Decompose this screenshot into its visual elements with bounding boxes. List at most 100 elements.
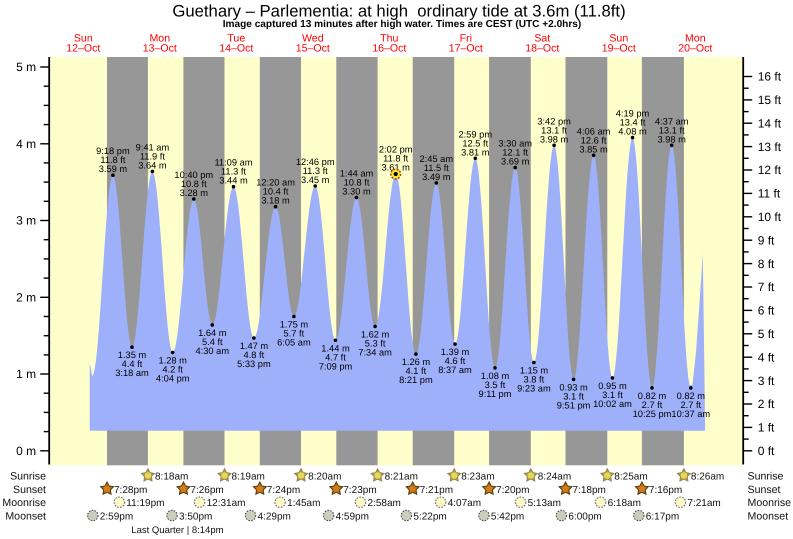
svg-text:6:17pm: 6:17pm [646,512,679,523]
svg-text:3:18 am: 3:18 am [115,368,149,378]
svg-text:6:05 am: 6:05 am [277,338,311,348]
svg-text:Wed: Wed [302,33,324,45]
svg-text:15–Oct: 15–Oct [296,43,330,55]
svg-text:6 ft: 6 ft [758,304,775,318]
svg-text:1.28 m: 1.28 m [158,356,187,366]
svg-text:4:07am: 4:07am [448,498,481,509]
svg-text:5:13am: 5:13am [528,498,561,509]
svg-text:14 ft: 14 ft [758,116,782,130]
svg-text:2:45 am: 2:45 am [420,154,454,164]
svg-text:5:42pm: 5:42pm [491,512,524,523]
svg-text:7:16pm: 7:16pm [649,485,682,496]
svg-text:Mon: Mon [685,33,706,45]
svg-text:12.5 ft: 12.5 ft [462,138,488,148]
svg-text:5.7 ft: 5.7 ft [284,329,305,339]
svg-text:3:42 pm: 3:42 pm [537,116,571,126]
svg-text:10:40 pm: 10:40 pm [174,170,213,180]
svg-text:1:45am: 1:45am [287,498,320,509]
svg-text:13.1 ft: 13.1 ft [659,125,685,135]
svg-text:1.08 m: 1.08 m [481,371,510,381]
svg-text:11.8 ft: 11.8 ft [383,154,409,164]
svg-text:5:22pm: 5:22pm [413,512,446,523]
svg-text:1:44 am: 1:44 am [340,169,374,179]
svg-text:3.1 ft: 3.1 ft [563,391,584,401]
svg-text:3.59 m: 3.59 m [99,164,128,174]
svg-text:9 ft: 9 ft [758,233,775,247]
svg-text:2:58am: 2:58am [368,498,401,509]
svg-text:2 ft: 2 ft [758,397,775,411]
svg-text:2:59 pm: 2:59 pm [459,129,493,139]
svg-text:1.47 m: 1.47 m [240,341,269,351]
svg-text:15 ft: 15 ft [758,93,782,107]
svg-text:10:25 pm: 10:25 pm [633,409,672,419]
svg-text:1.75 m: 1.75 m [280,320,309,330]
svg-text:2.7 ft: 2.7 ft [680,400,701,410]
svg-text:Tue: Tue [227,33,245,45]
svg-text:8 ft: 8 ft [758,257,775,271]
svg-text:Last Quarter | 8:14pm: Last Quarter | 8:14pm [131,525,223,536]
svg-text:3.18 m: 3.18 m [261,196,290,206]
svg-text:Sun: Sun [74,33,93,45]
svg-text:4 ft: 4 ft [758,350,775,364]
svg-text:4.08 m: 4.08 m [618,127,647,137]
svg-text:4.8 ft: 4.8 ft [244,350,265,360]
svg-text:Thu: Thu [380,33,398,45]
svg-text:4:19 pm: 4:19 pm [616,109,650,119]
svg-text:0.93 m: 0.93 m [559,382,588,392]
svg-text:Moonrise: Moonrise [748,497,792,509]
svg-text:Sat: Sat [534,33,550,45]
svg-text:4.1 ft: 4.1 ft [406,366,427,376]
svg-text:3.98 m: 3.98 m [657,134,686,144]
svg-text:5.4 ft: 5.4 ft [202,337,223,347]
svg-text:12:46 pm: 12:46 pm [296,157,335,167]
svg-text:13.1 ft: 13.1 ft [541,125,567,135]
svg-text:2 m: 2 m [16,291,36,305]
svg-text:8:25am: 8:25am [614,472,647,483]
svg-text:3.28 m: 3.28 m [180,188,209,198]
svg-text:4:04 pm: 4:04 pm [156,374,190,384]
svg-text:Sunrise: Sunrise [748,471,784,483]
svg-text:13 ft: 13 ft [758,140,782,154]
svg-text:3.81 m: 3.81 m [461,147,490,157]
svg-text:Moonset: Moonset [748,511,789,523]
svg-text:5 ft: 5 ft [758,327,775,341]
svg-text:6:18am: 6:18am [608,498,641,509]
svg-text:5:33 pm: 5:33 pm [237,359,271,369]
svg-text:0 m: 0 m [16,444,36,458]
svg-text:1 m: 1 m [16,367,36,381]
svg-text:12:31am: 12:31am [207,498,246,509]
svg-text:4.2 ft: 4.2 ft [162,365,183,375]
svg-text:4.6 ft: 4.6 ft [445,356,466,366]
svg-text:10.8 ft: 10.8 ft [344,178,370,188]
svg-text:3:50pm: 3:50pm [179,512,212,523]
svg-text:8:18am: 8:18am [155,472,188,483]
svg-text:3.5 ft: 3.5 ft [485,380,506,390]
svg-text:Sun: Sun [609,33,628,45]
svg-text:11:19pm: 11:19pm [126,498,164,509]
svg-text:10.8 ft: 10.8 ft [181,179,207,189]
svg-text:7:21pm: 7:21pm [420,485,453,496]
svg-text:13–Oct: 13–Oct [143,43,177,55]
svg-text:11.3 ft: 11.3 ft [303,166,329,176]
svg-text:3.69 m: 3.69 m [501,157,530,167]
svg-text:3.85 m: 3.85 m [579,144,608,154]
svg-text:5.3 ft: 5.3 ft [365,338,386,348]
svg-text:Guethary – Parlementia: at hig: Guethary – Parlementia: at high ordinary… [172,2,625,21]
svg-text:11.5 ft: 11.5 ft [424,163,450,173]
svg-text:Moonset: Moonset [5,511,46,523]
svg-text:8:21am: 8:21am [385,472,418,483]
svg-text:10:37 am: 10:37 am [671,409,710,419]
svg-text:3:30 am: 3:30 am [498,139,532,149]
svg-text:16 ft: 16 ft [758,70,782,84]
svg-text:7:28pm: 7:28pm [114,485,147,496]
svg-text:11.9 ft: 11.9 ft [140,151,166,161]
svg-text:7:09 pm: 7:09 pm [319,361,353,371]
svg-text:3.49 m: 3.49 m [422,172,451,182]
svg-text:7 ft: 7 ft [758,280,775,294]
svg-text:12 ft: 12 ft [758,163,782,177]
svg-text:17–Oct: 17–Oct [449,43,483,55]
svg-text:13.4 ft: 13.4 ft [620,118,646,128]
svg-text:1.64 m: 1.64 m [198,328,227,338]
svg-text:5 m: 5 m [16,60,36,74]
svg-text:8:23am: 8:23am [461,472,494,483]
